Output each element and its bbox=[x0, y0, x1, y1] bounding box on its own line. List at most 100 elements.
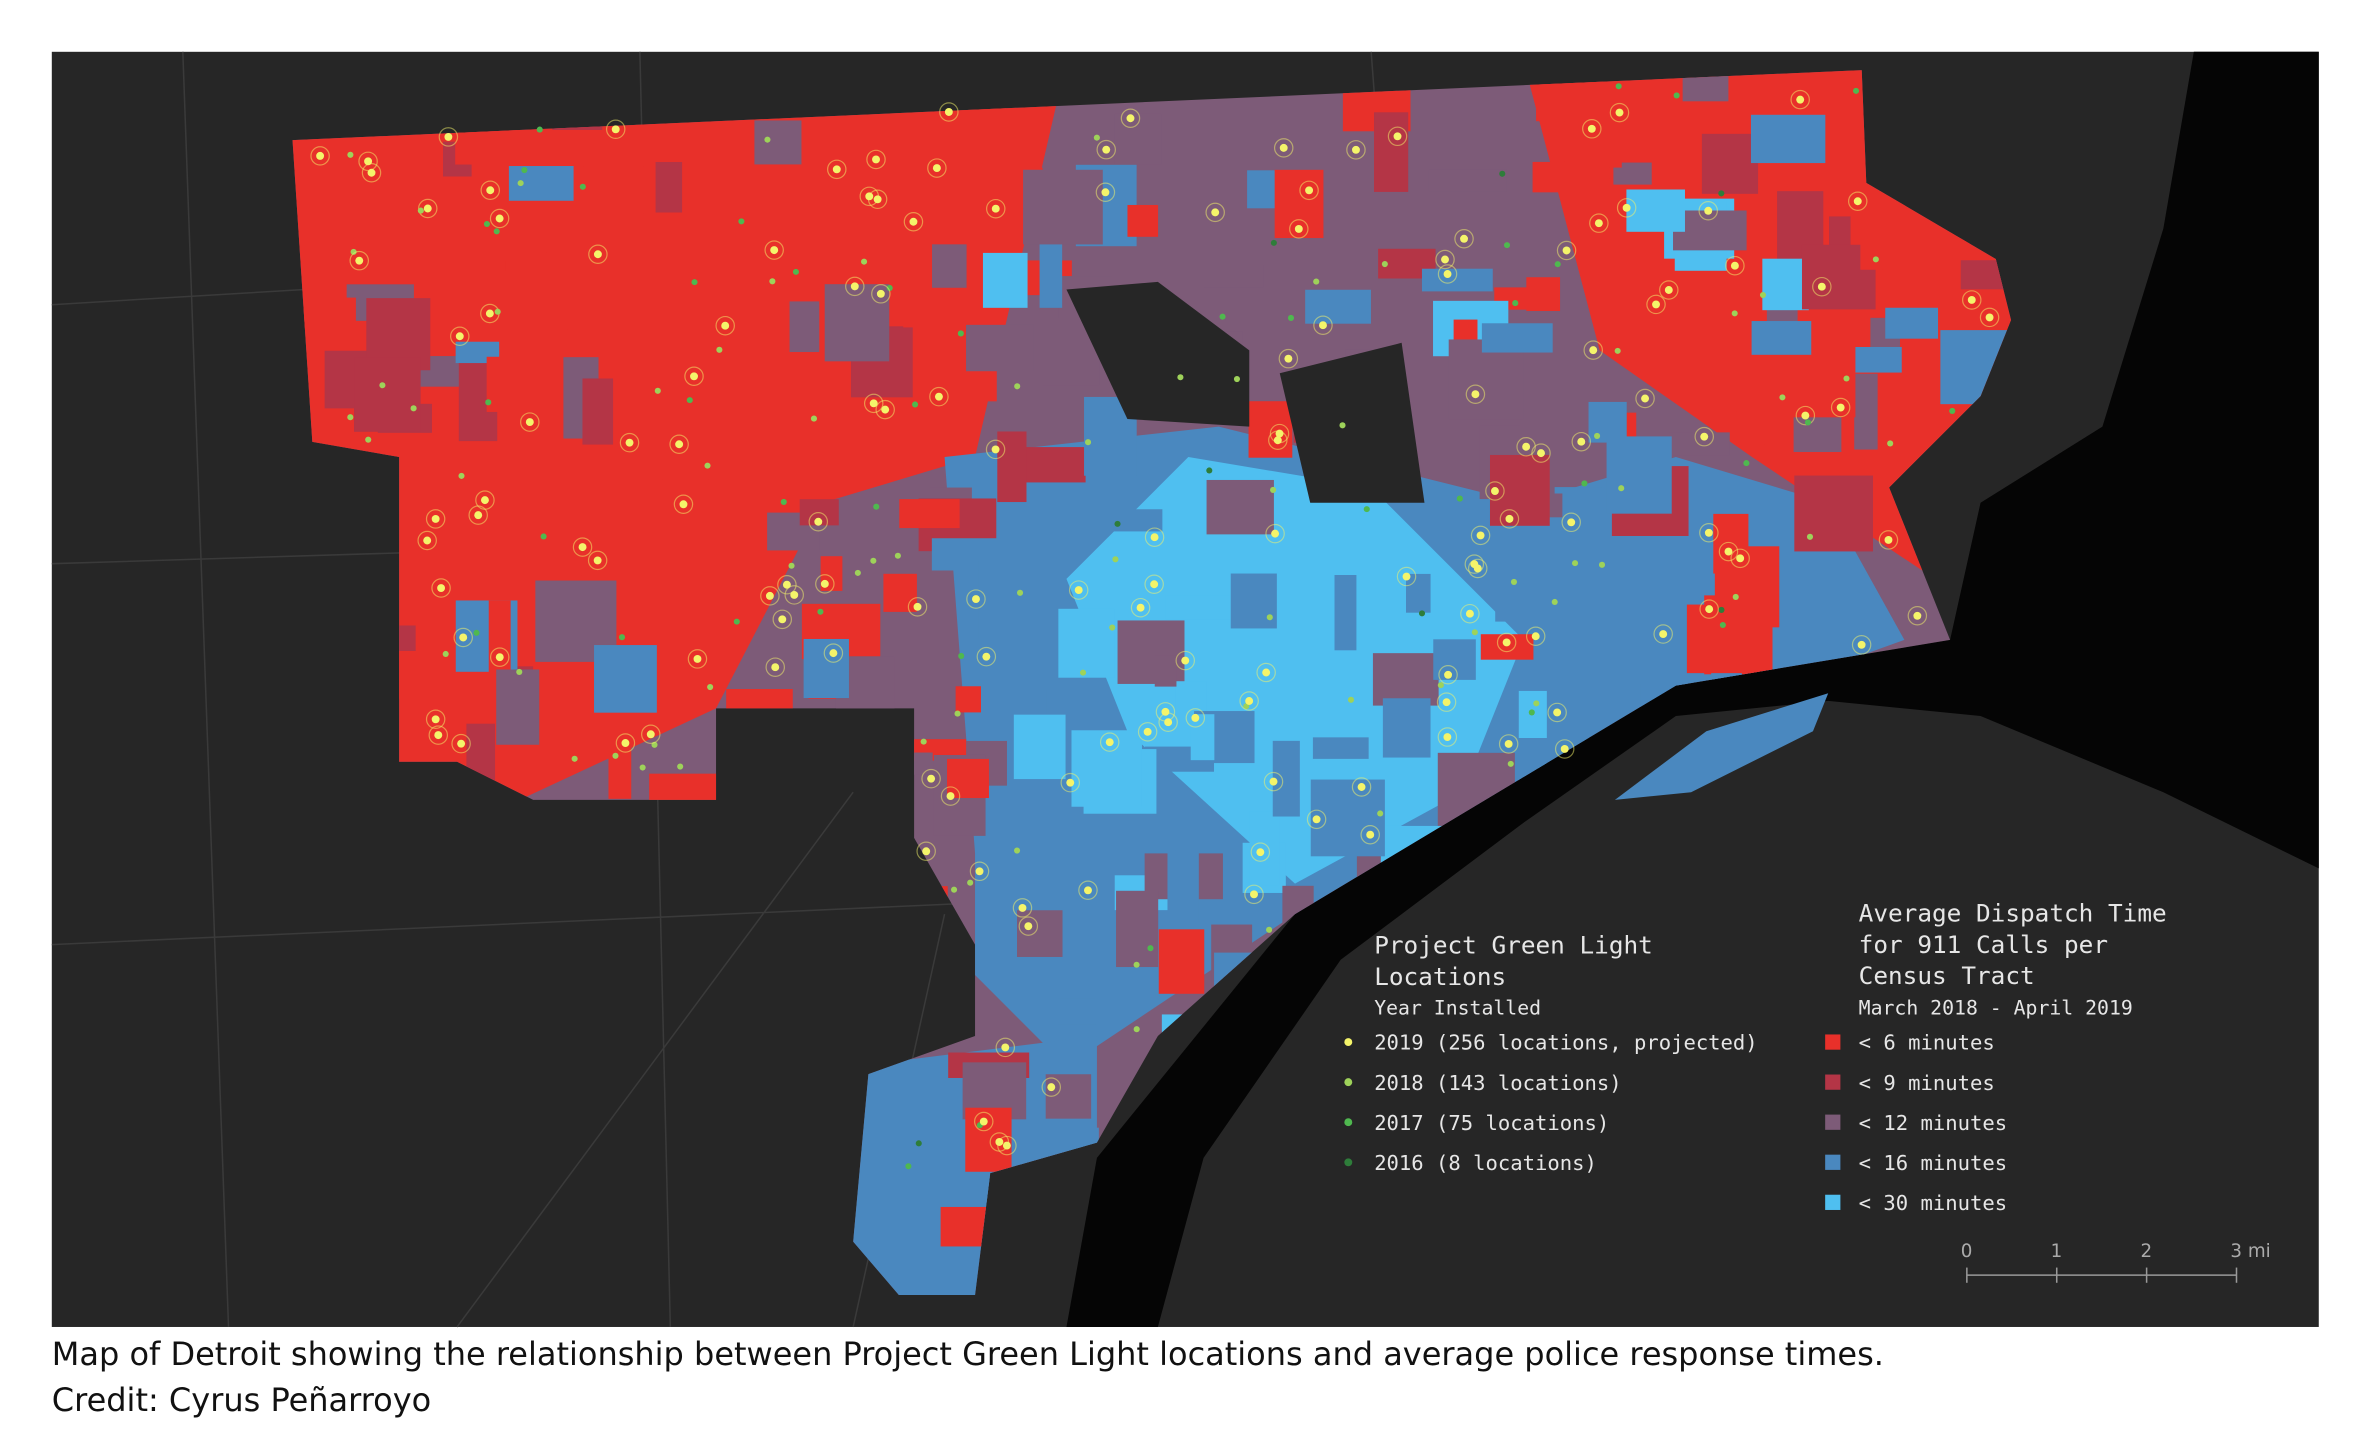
location-dot bbox=[1270, 486, 1277, 494]
location-dot bbox=[347, 414, 354, 421]
location-dot bbox=[1181, 656, 1190, 665]
location-dot bbox=[780, 498, 787, 506]
location-dot bbox=[995, 1138, 1004, 1146]
location-dot bbox=[355, 256, 364, 265]
location-halo bbox=[1278, 348, 1299, 369]
location-halo bbox=[1790, 89, 1810, 110]
location-halo bbox=[1144, 574, 1164, 595]
location-dot bbox=[1002, 1141, 1011, 1150]
location-dot bbox=[1101, 188, 1110, 197]
tract bbox=[1058, 998, 1096, 1025]
tract bbox=[1165, 595, 1243, 620]
location-dot bbox=[1985, 313, 1994, 322]
location-dot bbox=[1460, 234, 1468, 243]
location-halo bbox=[1718, 541, 1739, 562]
location-halo bbox=[939, 102, 959, 122]
location-halo bbox=[1265, 523, 1285, 544]
location-dot bbox=[1522, 442, 1531, 451]
tract bbox=[1885, 307, 1939, 339]
location-dot bbox=[1537, 449, 1545, 458]
tract bbox=[838, 224, 891, 292]
location-dot bbox=[1211, 208, 1220, 217]
tract bbox=[1158, 929, 1205, 994]
location-dot bbox=[865, 192, 874, 201]
location-dot bbox=[1269, 777, 1278, 786]
location-halo bbox=[1099, 732, 1120, 752]
location-dot bbox=[1319, 321, 1327, 330]
tract bbox=[1249, 811, 1280, 886]
location-dot bbox=[1093, 134, 1100, 141]
location-dot bbox=[1652, 300, 1660, 309]
location-dot bbox=[431, 514, 440, 523]
location-dot bbox=[1381, 261, 1388, 268]
tract bbox=[662, 406, 709, 480]
location-dot bbox=[1442, 698, 1451, 707]
location-dot bbox=[483, 220, 490, 228]
tract bbox=[582, 378, 614, 445]
location-halo bbox=[1531, 443, 1551, 463]
location-dot bbox=[1598, 561, 1606, 568]
location-dot bbox=[1852, 87, 1860, 94]
location-dot bbox=[1084, 439, 1092, 446]
location-dot bbox=[1887, 440, 1894, 447]
location-dot bbox=[1759, 291, 1767, 299]
tract bbox=[594, 645, 657, 713]
location-dot bbox=[1018, 903, 1027, 912]
location-dot bbox=[1074, 586, 1083, 595]
location-halo bbox=[425, 509, 446, 529]
location-dot bbox=[1872, 256, 1879, 263]
location-halo bbox=[489, 208, 510, 229]
location-dot bbox=[721, 321, 730, 330]
enclave bbox=[1279, 342, 1425, 503]
location-halo bbox=[764, 240, 784, 260]
location-halo bbox=[1299, 180, 1319, 201]
location-dot bbox=[1615, 83, 1622, 90]
tract bbox=[1305, 289, 1371, 324]
location-dot bbox=[1913, 611, 1922, 620]
legend-label: 2019 (256 locations, projected) bbox=[1374, 1031, 1757, 1055]
location-dot bbox=[1133, 1026, 1140, 1033]
tract bbox=[1116, 890, 1159, 968]
location-halo bbox=[480, 180, 501, 200]
location-halo bbox=[687, 649, 708, 669]
tract bbox=[1736, 411, 1765, 445]
location-halo bbox=[1435, 249, 1455, 270]
legend-swatch bbox=[1825, 1034, 1841, 1050]
location-dot bbox=[1587, 124, 1596, 133]
caption-line: Map of Detroit showing the relationship … bbox=[52, 1335, 1884, 1373]
tract bbox=[1310, 779, 1385, 857]
location-dot bbox=[1551, 598, 1558, 606]
location-halo bbox=[361, 162, 382, 183]
location-halo bbox=[966, 589, 986, 609]
legend-label: 2018 (143 locations) bbox=[1374, 1071, 1621, 1095]
tract bbox=[947, 758, 989, 799]
location-dot bbox=[365, 436, 372, 443]
location-halo bbox=[784, 585, 805, 605]
location-dot bbox=[1571, 560, 1579, 567]
location-dot bbox=[814, 517, 823, 526]
location-dot bbox=[536, 126, 543, 133]
enclave bbox=[1066, 281, 1250, 427]
location-dot bbox=[521, 166, 528, 174]
location-halo bbox=[1498, 734, 1519, 754]
location-halo bbox=[1582, 119, 1602, 139]
location-halo bbox=[976, 646, 997, 667]
tract bbox=[1039, 230, 1063, 308]
location-halo bbox=[425, 709, 446, 730]
tract bbox=[1480, 634, 1534, 660]
tract bbox=[608, 730, 632, 799]
location-dot bbox=[1143, 727, 1152, 736]
location-dot bbox=[1133, 961, 1140, 968]
location-halo bbox=[489, 647, 510, 667]
tract bbox=[496, 669, 540, 745]
legend-dot bbox=[1344, 1038, 1353, 1047]
tract bbox=[899, 499, 960, 529]
location-halo bbox=[929, 386, 949, 407]
location-halo bbox=[866, 149, 886, 170]
location-halo bbox=[1263, 771, 1284, 792]
location-dot bbox=[1732, 593, 1739, 600]
location-dot bbox=[485, 309, 494, 318]
location-dot bbox=[1016, 589, 1024, 596]
scale-label: 0 bbox=[1961, 1241, 1973, 1262]
location-dot bbox=[909, 217, 918, 226]
